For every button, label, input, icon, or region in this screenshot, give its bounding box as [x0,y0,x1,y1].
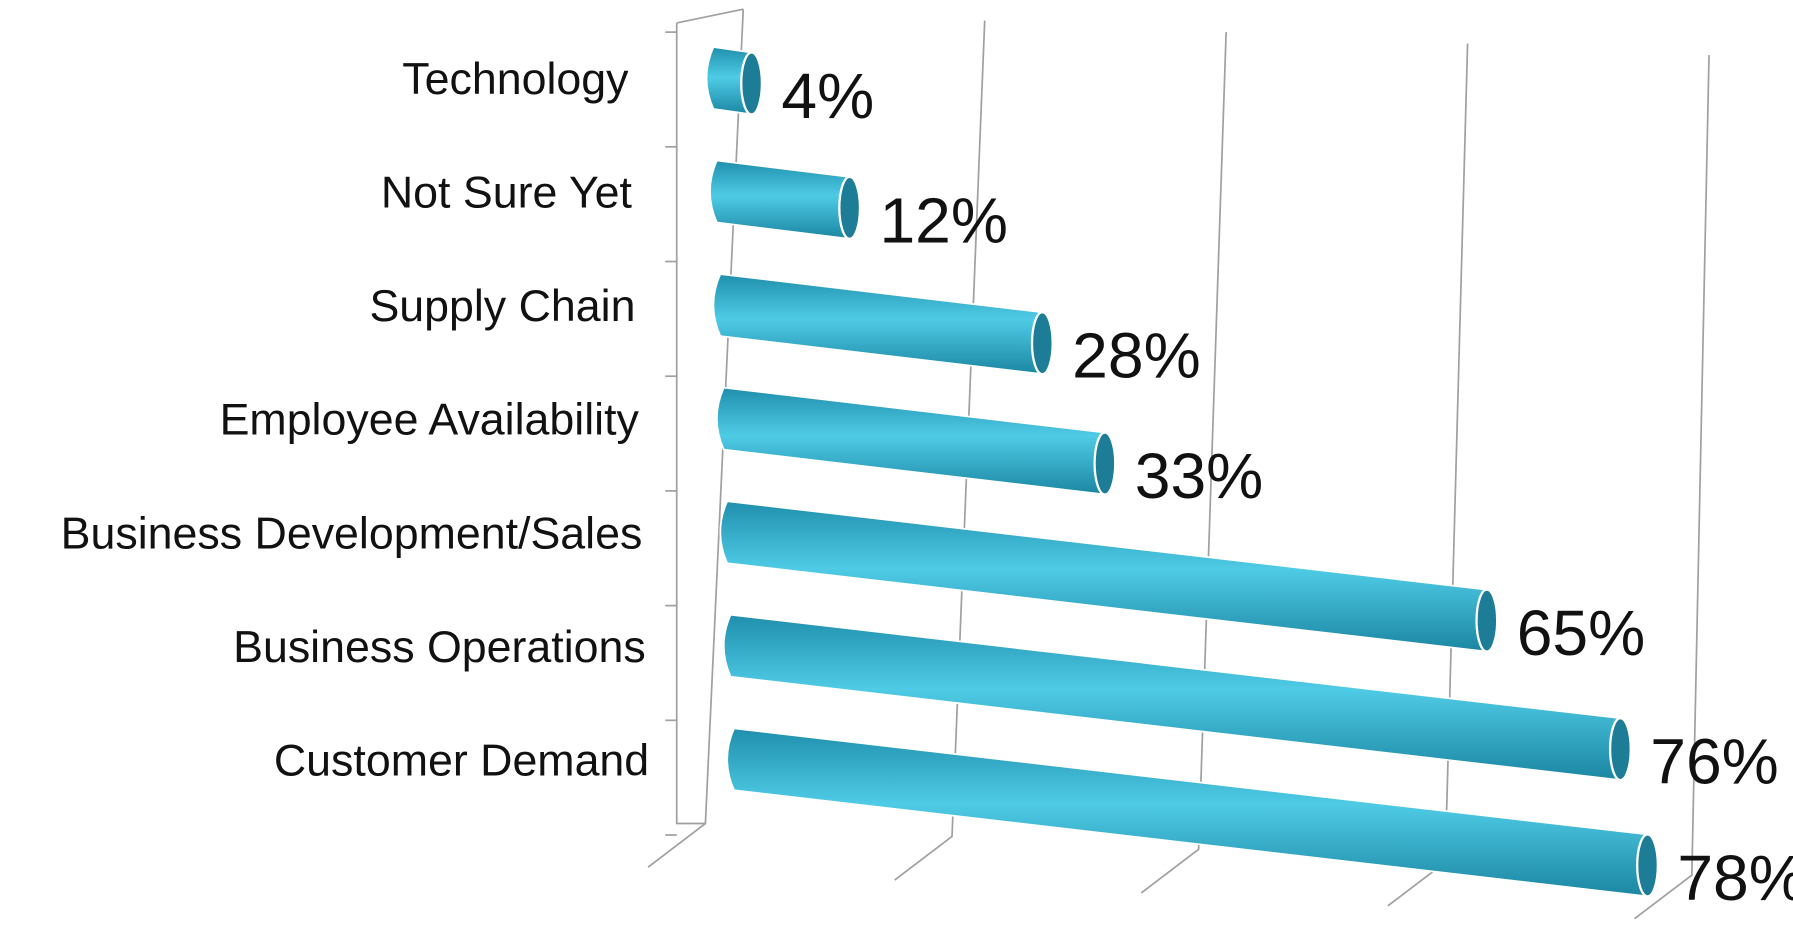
bar-cap [838,175,862,240]
bar [709,159,851,240]
bar-cap [1475,588,1499,653]
bar-cap [1636,833,1659,898]
grid-line [1387,43,1469,907]
category-label: Business Operations [233,623,646,672]
bar-cap [1608,717,1632,782]
value-label: 33% [1135,440,1264,512]
category-label: Employee Availability [220,396,640,445]
bar [719,500,1488,653]
category-label: Supply Chain [369,282,635,331]
bar [716,386,1106,496]
category-label: Not Sure Yet [381,169,633,218]
bar [705,46,753,116]
bar [712,273,1044,376]
value-label: 65% [1517,597,1646,669]
bar-cap [1030,311,1054,376]
bar [726,727,1649,898]
value-label: 28% [1072,320,1201,392]
bar-cap [1093,431,1117,496]
value-label: 12% [879,184,1008,256]
value-label: 4% [781,60,874,132]
grid-line [1140,32,1228,894]
grid-line [894,20,986,881]
bar [722,613,1622,782]
category-label: Customer Demand [274,736,649,785]
category-label: Technology [402,55,629,104]
value-label: 76% [1650,726,1779,798]
axis-wall [675,8,744,825]
grid-line [1633,55,1710,920]
category-label: Business Development/Sales [61,509,643,558]
plot-area: Technology 4% Not Sure Yet 12% Supply Chain 2… [61,8,1793,920]
bar-cap [740,51,764,116]
value-label: 78% [1677,842,1793,914]
